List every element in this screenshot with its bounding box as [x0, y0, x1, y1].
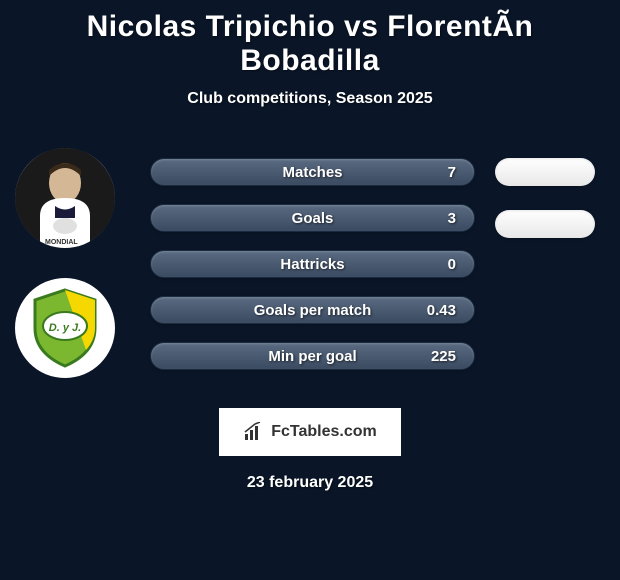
comparison-oval: [495, 210, 595, 238]
subtitle: Club competitions, Season 2025: [15, 90, 605, 108]
stat-label: Hattricks: [280, 256, 344, 273]
stat-bar-matches: Matches 7: [150, 158, 475, 186]
brand-text: FcTables.com: [271, 423, 377, 441]
club-shield-icon: D. y J.: [30, 288, 100, 368]
page-title: Nicolas Tripichio vs FlorentÃn Bobadilla: [15, 10, 605, 78]
stat-value: 3: [448, 210, 456, 227]
avatars-column: MONDIAL D. y J.: [15, 148, 130, 378]
stat-label: Matches: [282, 164, 342, 181]
comparison-oval: [495, 158, 595, 186]
ovals-column: [495, 148, 605, 238]
stat-label: Goals: [292, 210, 334, 227]
main-container: Nicolas Tripichio vs FlorentÃn Bobadilla…: [0, 0, 620, 502]
stat-value: 0: [448, 256, 456, 273]
stat-bar-gpm: Goals per match 0.43: [150, 296, 475, 324]
player-avatar: MONDIAL: [15, 148, 115, 248]
stat-bar-hattricks: Hattricks 0: [150, 250, 475, 278]
stat-value: 225: [431, 348, 456, 365]
footer: FcTables.com 23 february 2025: [15, 408, 605, 492]
stat-bar-mpg: Min per goal 225: [150, 342, 475, 370]
brand-badge[interactable]: FcTables.com: [219, 408, 401, 456]
club-avatar: D. y J.: [15, 278, 115, 378]
content-row: MONDIAL D. y J. Matches 7 Goals 3: [15, 148, 605, 378]
svg-text:MONDIAL: MONDIAL: [45, 239, 78, 246]
stat-bar-goals: Goals 3: [150, 204, 475, 232]
chart-icon: [243, 422, 263, 442]
stat-value: 0.43: [427, 302, 456, 319]
stat-label: Goals per match: [254, 302, 372, 319]
player-avatar-svg: MONDIAL: [15, 148, 115, 248]
stat-label: Min per goal: [268, 348, 356, 365]
date-text: 23 february 2025: [247, 474, 373, 492]
stat-value: 7: [448, 164, 456, 181]
svg-text:D. y J.: D. y J.: [49, 322, 81, 334]
stats-column: Matches 7 Goals 3 Hattricks 0 Goals per …: [150, 148, 475, 370]
